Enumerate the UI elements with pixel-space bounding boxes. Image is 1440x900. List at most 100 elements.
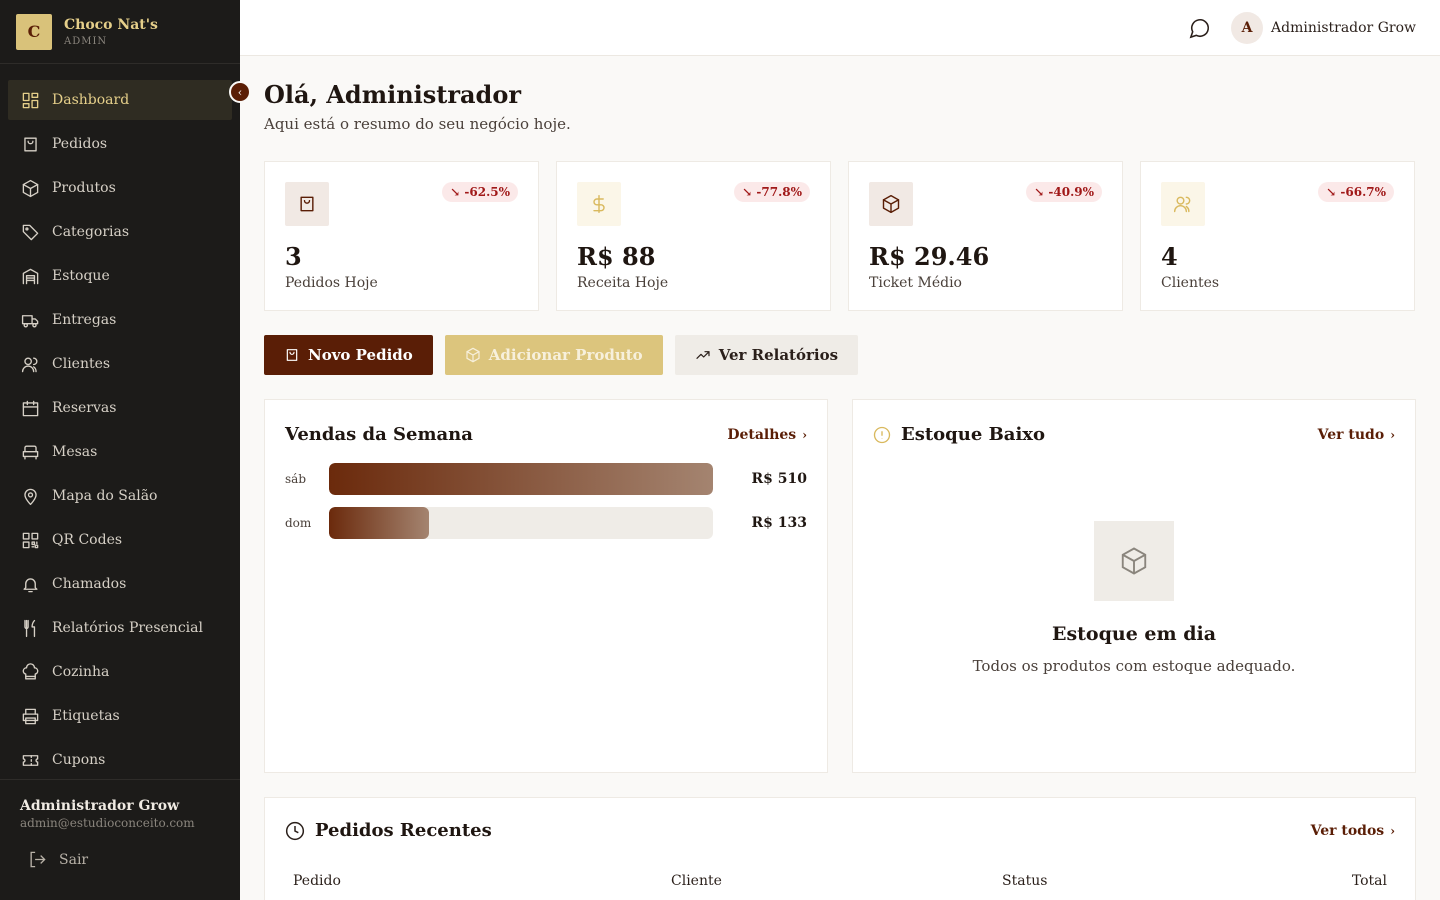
brand-name: Choco Nat's	[64, 16, 158, 33]
sidebar-item-qr-codes[interactable]: QR Codes	[8, 520, 232, 560]
sidebar-item-cupons[interactable]: Cupons	[8, 740, 232, 780]
sidebar-item-mapa-do-salao[interactable]: Mapa do Salão	[8, 476, 232, 516]
sidebar-item-entregas[interactable]: Entregas	[8, 300, 232, 340]
view-all-orders-link[interactable]: Ver todos ›	[1311, 823, 1395, 839]
stat-value: 3	[285, 242, 302, 271]
sidebar-user-email: admin@estudioconceito.com	[20, 816, 195, 830]
low-stock-title: Estoque Baixo	[901, 424, 1046, 445]
stat-label: Pedidos Hoje	[285, 275, 378, 291]
chef-hat-icon	[20, 662, 40, 682]
bar-fill	[328, 507, 429, 539]
sidebar-item-produtos[interactable]: Produtos	[8, 168, 232, 208]
stat-label: Ticket Médio	[869, 275, 962, 291]
sidebar-item-label: Cupons	[52, 752, 106, 768]
column-header[interactable]: Cliente	[671, 873, 722, 889]
recent-orders-title: Pedidos Recentes	[315, 820, 492, 841]
sidebar-item-dashboard[interactable]: Dashboard	[8, 80, 232, 120]
column-header[interactable]: Total	[1351, 873, 1387, 889]
printer-icon	[20, 706, 40, 726]
stat-value: R$ 29.46	[869, 242, 990, 271]
empty-state-title: Estoque em dia	[1051, 623, 1217, 645]
weekly-sales-title: Vendas da Semana	[285, 424, 473, 445]
logout-label: Sair	[59, 851, 89, 868]
sidebar-item-chamados[interactable]: Chamados	[8, 564, 232, 604]
trending-up-icon	[696, 351, 710, 359]
bar-fill	[328, 463, 714, 495]
sidebar-item-label: Clientes	[52, 356, 111, 372]
sidebar-item-label: QR Codes	[52, 532, 123, 548]
sidebar-item-cozinha[interactable]: Cozinha	[8, 652, 232, 692]
dashboard-icon	[20, 90, 40, 110]
tag-icon	[20, 222, 40, 242]
page-title: Olá, Administrador	[264, 80, 521, 109]
recent-orders-panel: Pedidos Recentes Ver todos › Pedido Clien…	[264, 797, 1416, 900]
clock-icon	[285, 821, 305, 840]
view-all-label: Ver todos	[1310, 822, 1385, 839]
column-header[interactable]: Status	[1002, 873, 1048, 889]
sidebar-item-relatorios-presencial[interactable]: Relatórios Presencial	[8, 608, 232, 648]
sidebar-item-reservas[interactable]: Reservas	[8, 388, 232, 428]
sales-bar-row: dom R$ 133	[265, 507, 827, 539]
logout-button[interactable]: Sair	[28, 850, 220, 869]
sidebar-item-label: Dashboard	[52, 92, 130, 108]
truck-icon	[20, 310, 40, 330]
brand[interactable]: C Choco Nat's ADMIN	[0, 0, 240, 64]
sidebar-item-label: Relatórios Presencial	[52, 620, 203, 636]
map-pin-icon	[20, 486, 40, 506]
sidebar-item-label: Categorias	[52, 224, 130, 240]
sidebar-nav: Dashboard Pedidos Produtos Categorias Es…	[0, 64, 240, 780]
collapse-sidebar-button[interactable]: ‹	[229, 81, 251, 103]
sidebar-item-label: Mapa do Salão	[52, 488, 158, 504]
panels-row: Vendas da Semana Detalhes › sáb R$ 510 do…	[264, 399, 1416, 773]
details-link[interactable]: Detalhes ›	[727, 427, 807, 443]
empty-state: Estoque em dia Todos os produtos com est…	[853, 521, 1415, 675]
sidebar-item-label: Reservas	[52, 400, 117, 416]
low-stock-panel: Estoque Baixo Ver tudo › Estoque em dia T…	[852, 399, 1416, 773]
calendar-icon	[20, 398, 40, 418]
quick-actions: Novo Pedido Adicionar Produto Ver Relató…	[264, 335, 1416, 375]
add-product-label: Adicionar Produto	[488, 346, 643, 364]
new-order-label: Novo Pedido	[308, 346, 413, 364]
users-icon	[1161, 182, 1205, 226]
view-all-stock-link[interactable]: Ver tudo ›	[1318, 427, 1395, 443]
chat-icon[interactable]	[1189, 17, 1211, 39]
sidebar-item-mesas[interactable]: Mesas	[8, 432, 232, 472]
stat-card-average-ticket: ↘ -40.9% R$ 29.46 Ticket Médio	[848, 161, 1123, 311]
sales-bar-row: sáb R$ 510	[265, 463, 827, 495]
package-icon	[466, 347, 480, 363]
warehouse-icon	[20, 266, 40, 286]
change-badge: ↘ -62.5%	[442, 182, 518, 202]
sidebar-item-label: Chamados	[52, 576, 127, 592]
column-header[interactable]: Pedido	[293, 873, 341, 889]
armchair-icon	[20, 442, 40, 462]
weekly-sales-panel: Vendas da Semana Detalhes › sáb R$ 510 do…	[264, 399, 828, 773]
add-product-button[interactable]: Adicionar Produto	[444, 335, 663, 375]
new-order-button[interactable]: Novo Pedido	[264, 335, 433, 375]
chevron-right-icon: ›	[802, 427, 807, 442]
sidebar-item-categorias[interactable]: Categorias	[8, 212, 232, 252]
package-icon	[869, 182, 913, 226]
sidebar-item-pedidos[interactable]: Pedidos	[8, 124, 232, 164]
topbar-user-name[interactable]: Administrador Grow	[1271, 19, 1416, 36]
utensils-icon	[20, 618, 40, 638]
stat-card-orders: ↘ -62.5% 3 Pedidos Hoje	[264, 161, 539, 311]
stat-label: Receita Hoje	[577, 275, 669, 291]
page-subtitle: Aqui está o resumo do seu negócio hoje.	[264, 115, 571, 133]
bar-value: R$ 510	[751, 471, 807, 487]
sidebar-item-estoque[interactable]: Estoque	[8, 256, 232, 296]
stat-card-customers: ↘ -66.7% 4 Clientes	[1140, 161, 1415, 311]
ticket-icon	[20, 750, 40, 770]
view-reports-button[interactable]: Ver Relatórios	[674, 335, 859, 375]
sidebar-item-label: Produtos	[52, 180, 116, 196]
brand-logo: C	[16, 13, 52, 50]
table-header: Pedido Cliente Status Total	[265, 873, 1415, 889]
view-reports-label: Ver Relatórios	[718, 346, 839, 364]
avatar[interactable]: A	[1231, 11, 1263, 44]
sidebar-item-etiquetas[interactable]: Etiquetas	[8, 696, 232, 736]
sidebar-item-label: Entregas	[52, 312, 117, 328]
change-badge: ↘ -40.9%	[1026, 182, 1102, 202]
qr-code-icon	[20, 530, 40, 550]
sidebar-item-clientes[interactable]: Clientes	[8, 344, 232, 384]
bar-track	[328, 507, 714, 539]
sidebar-item-label: Etiquetas	[52, 708, 120, 724]
